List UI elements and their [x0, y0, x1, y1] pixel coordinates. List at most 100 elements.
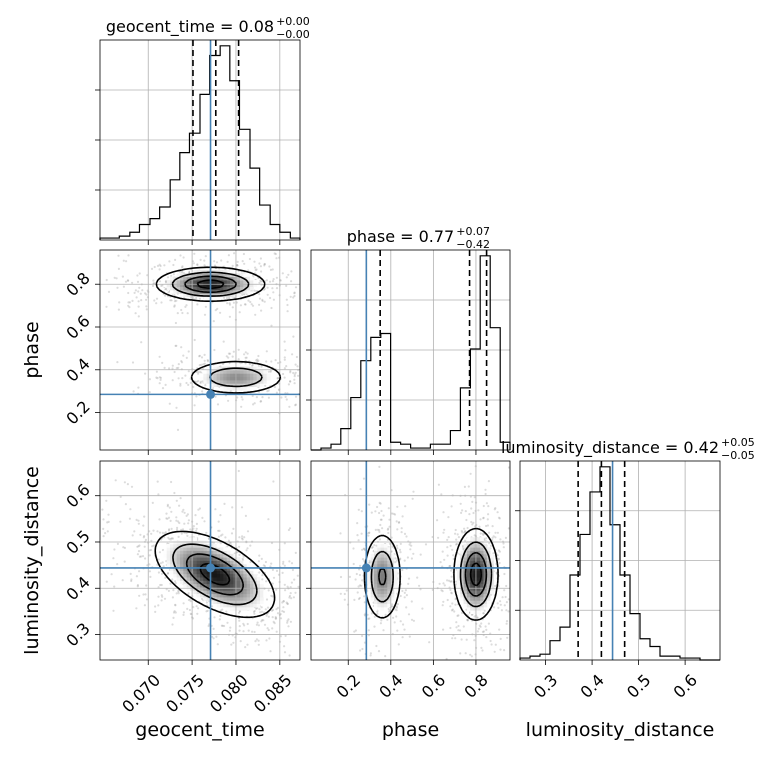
density-cell: [256, 376, 261, 381]
scatter-point: [403, 591, 406, 595]
density-cell: [476, 543, 481, 548]
density-cell: [463, 587, 468, 591]
density-cell: [393, 573, 398, 578]
density-cell: [196, 540, 201, 545]
scatter-point: [484, 492, 487, 496]
density-cell: [193, 283, 198, 288]
scatter-point: [259, 257, 262, 260]
scatter-point: [172, 263, 175, 267]
scatter-point: [287, 625, 290, 628]
density-cell: [193, 553, 198, 558]
density-cell: [186, 587, 191, 591]
scatter-point: [399, 557, 402, 560]
density-cell: [377, 563, 382, 568]
density-cell: [250, 577, 254, 581]
scatter-point: [148, 554, 151, 557]
scatter-point: [487, 505, 490, 508]
density-cell: [486, 580, 491, 585]
scatter-point: [275, 276, 278, 279]
scatter-point: [170, 527, 173, 531]
scatter-point: [272, 278, 275, 281]
scatter-point: [504, 536, 507, 540]
scatter-point: [368, 617, 371, 620]
scatter-point: [131, 281, 134, 284]
density-cell: [220, 596, 224, 601]
scatter-point: [148, 570, 151, 573]
scatter-point: [459, 629, 462, 632]
scatter-point: [260, 280, 263, 283]
density-cell: [374, 577, 378, 581]
scatter-point: [272, 620, 275, 624]
density-cell: [206, 543, 211, 548]
scatter-point: [397, 643, 400, 646]
scatter-point: [378, 501, 381, 504]
density-cell: [253, 596, 258, 601]
scatter-point: [396, 547, 399, 550]
scatter-point: [454, 532, 457, 535]
scatter-point: [267, 589, 270, 592]
scatter-point: [359, 564, 362, 568]
scatter-point: [236, 264, 239, 267]
density-cell: [216, 563, 221, 568]
scatter-point: [218, 618, 221, 621]
density-cell: [253, 587, 258, 591]
density-cell: [223, 596, 228, 601]
scatter-point: [487, 513, 490, 516]
scatter-point: [283, 367, 286, 370]
density-cell: [216, 560, 221, 565]
density-cell: [470, 553, 474, 558]
density-cell: [203, 580, 208, 585]
scatter-point: [282, 606, 285, 609]
scatter-point: [410, 600, 413, 603]
scatter-point: [158, 280, 162, 283]
scatter-point: [382, 514, 385, 517]
density-cell: [256, 603, 261, 608]
scatter-point: [491, 536, 494, 539]
scatter-point: [403, 559, 406, 562]
scatter-point: [505, 622, 508, 625]
density-cell: [213, 543, 218, 548]
scatter-point: [460, 529, 463, 533]
scatter-point: [205, 531, 208, 534]
scatter-point: [137, 290, 140, 293]
scatter-point: [180, 528, 183, 532]
scatter-point: [290, 581, 293, 584]
scatter-point: [288, 596, 291, 599]
xtick-label-geocent_time-0: 0.070: [118, 670, 164, 716]
scatter-point: [181, 510, 184, 513]
density-cell: [193, 290, 198, 294]
density-cell: [256, 590, 261, 595]
density-cell: [233, 570, 238, 575]
density-cell: [226, 376, 231, 381]
density-cell: [223, 577, 228, 581]
scatter-point: [496, 531, 499, 534]
scatter-point: [382, 629, 385, 632]
scatter-point: [287, 528, 290, 532]
scatter-point: [355, 572, 358, 576]
scatter-point: [117, 267, 120, 270]
density-cell: [236, 580, 241, 585]
scatter-point: [175, 516, 178, 519]
scatter-point: [237, 358, 240, 361]
density-cell: [253, 380, 258, 384]
scatter-point: [175, 592, 178, 595]
density-cell: [250, 380, 254, 384]
scatter-point: [241, 260, 244, 263]
scatter-point: [177, 590, 180, 593]
ytick-label-phase-2: 0.6: [62, 311, 93, 342]
density-cell: [230, 373, 234, 378]
scatter-point: [155, 376, 158, 379]
scatter-point: [167, 536, 170, 539]
density-cell: [196, 570, 201, 575]
scatter-point: [160, 594, 163, 597]
density-cell: [180, 286, 184, 291]
scatter-point: [192, 606, 195, 609]
density-cell: [206, 540, 211, 545]
scatter-point: [457, 536, 460, 539]
scatter-point: [496, 511, 499, 514]
density-cell: [383, 587, 388, 591]
histogram-luminosity_distance: [519, 466, 720, 661]
density-cell: [213, 550, 218, 555]
density-cell: [256, 583, 261, 588]
